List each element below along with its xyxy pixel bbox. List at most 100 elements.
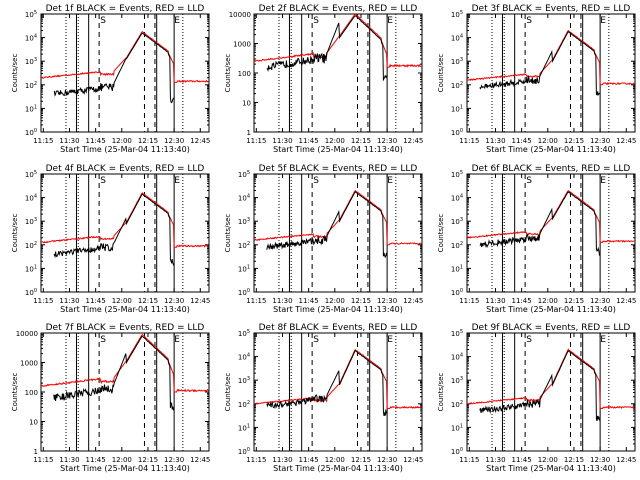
x-tick-label: 12:45 (616, 137, 636, 145)
y-tick-label: 105 (451, 170, 463, 179)
x-tick-label: 12:15 (564, 137, 584, 145)
y-tick-label: 102 (451, 241, 463, 250)
y-tick-label: 101 (451, 104, 463, 113)
panel-det-4: Det 4f BLACK = Events, RED = LLD S E 100 101… (11, 164, 210, 314)
y-tick-label: 103 (451, 57, 463, 66)
y-tick-label: 101 (238, 423, 250, 432)
annotation-e: E (387, 16, 393, 26)
x-tick-label: 12:30 (164, 297, 184, 305)
panel-title: Det 9f BLACK = Events, RED = LLD (472, 323, 631, 333)
annotation-s: S (313, 335, 319, 345)
panel-title: Det 2f BLACK = Events, RED = LLD (259, 4, 418, 14)
curves (254, 348, 422, 416)
series-events-line (266, 349, 388, 416)
y-tick-label: 101 (238, 264, 250, 273)
x-tick-label: 11:15 (246, 137, 266, 145)
x-tick-label: 12:00 (538, 297, 558, 305)
x-tick-label: 11:30 (485, 456, 505, 464)
panel-title: Det 7f BLACK = Events, RED = LLD (46, 323, 205, 333)
y-tick-label: 100 (238, 70, 251, 78)
y-tick-label: 100 (25, 128, 37, 137)
annotation-s: S (100, 176, 106, 186)
y-tick-label: 103 (25, 57, 37, 66)
annotation-s: S (313, 16, 319, 26)
x-tick-label: 11:45 (299, 456, 319, 464)
x-axis-label: Start Time (25-Mar-04 11:13:40) (273, 145, 403, 154)
x-tick-label: 12:00 (112, 137, 132, 145)
x-tick-label: 11:30 (485, 137, 505, 145)
x-tick-label: 11:30 (272, 137, 292, 145)
x-tick-label: 12:00 (325, 456, 345, 464)
x-tick-label: 11:45 (512, 297, 532, 305)
y-tick-label: 100 (238, 447, 250, 456)
x-axis-label: Start Time (25-Mar-04 11:13:40) (60, 464, 190, 473)
y-axis-label: Counts/sec (11, 373, 19, 412)
y-tick-label: 103 (451, 376, 463, 385)
x-tick-label: 12:30 (377, 137, 397, 145)
panel-det-6: Det 6f BLACK = Events, RED = LLD S E 100 101… (437, 164, 636, 314)
x-tick-label: 11:15 (459, 137, 479, 145)
y-tick-label: 104 (238, 353, 250, 362)
x-tick-label: 11:45 (512, 137, 532, 145)
series-lld-line (41, 333, 209, 393)
series-lld-line (254, 190, 422, 246)
x-axis-label: Start Time (25-Mar-04 11:13:40) (60, 305, 190, 314)
x-tick-label: 11:30 (59, 456, 79, 464)
panel-title: Det 3f BLACK = Events, RED = LLD (472, 4, 631, 14)
plot-frame (253, 173, 423, 293)
x-tick-label: 12:15 (351, 456, 371, 464)
curves (41, 192, 209, 266)
x-tick-label: 12:00 (538, 456, 558, 464)
panel-title: Det 4f BLACK = Events, RED = LLD (46, 164, 205, 174)
x-axis-label: Start Time (25-Mar-04 11:13:40) (486, 305, 616, 314)
x-tick-label: 11:45 (86, 297, 106, 305)
x-tick-label: 11:15 (459, 456, 479, 464)
y-tick-label: 101 (451, 423, 463, 432)
x-tick-label: 11:15 (33, 456, 53, 464)
y-tick-label: 105 (451, 329, 463, 338)
x-tick-label: 12:30 (590, 297, 610, 305)
x-axis-label: Start Time (25-Mar-04 11:13:40) (273, 305, 403, 314)
y-tick-label: 1 (34, 448, 38, 456)
y-axis-label: Counts/sec (224, 54, 232, 93)
x-tick-label: 12:45 (403, 297, 423, 305)
series-lld-line (467, 29, 635, 86)
x-tick-label: 12:30 (590, 137, 610, 145)
annotation-e: E (600, 16, 606, 26)
panel-title: Det 5f BLACK = Events, RED = LLD (259, 164, 418, 174)
y-tick-label: 10000 (229, 11, 251, 19)
plot-frame (466, 332, 636, 452)
x-tick-label: 12:30 (164, 456, 184, 464)
x-tick-label: 12:00 (112, 297, 132, 305)
y-axis-label: Counts/sec (11, 214, 19, 253)
annotation-e: E (387, 335, 393, 345)
y-axis-label: Counts/sec (224, 214, 232, 253)
x-tick-label: 12:00 (538, 137, 558, 145)
series-events-line (266, 190, 388, 259)
x-tick-label: 12:45 (403, 456, 423, 464)
annotation-s: S (526, 176, 532, 186)
annotation-e: E (600, 176, 606, 186)
y-axis-label: Counts/sec (437, 214, 445, 253)
x-tick-label: 11:45 (86, 456, 106, 464)
x-tick-label: 12:15 (351, 297, 371, 305)
series-lld-line (41, 192, 209, 248)
panel-det-9: Det 9f BLACK = Events, RED = LLD S E 100 101… (437, 323, 636, 473)
x-tick-label: 12:00 (325, 137, 345, 145)
panel-det-3: Det 3f BLACK = Events, RED = LLD S E 100 101… (437, 4, 636, 154)
annotation-s: S (526, 335, 532, 345)
annotation-e: E (174, 16, 180, 26)
series-events-line (479, 31, 601, 96)
x-tick-label: 11:30 (59, 137, 79, 145)
y-tick-label: 103 (238, 217, 250, 226)
annotation-e: E (174, 335, 180, 345)
x-tick-label: 11:15 (33, 297, 53, 305)
curves (41, 31, 209, 104)
curves (467, 348, 635, 422)
series-lld-line (467, 190, 635, 243)
y-tick-label: 101 (451, 264, 463, 273)
x-tick-label: 11:15 (33, 137, 53, 145)
panel-det-1: Det 1f BLACK = Events, RED = LLD S E 100 101… (11, 4, 210, 154)
annotation-s: S (313, 176, 319, 186)
y-tick-label: 1000 (20, 360, 38, 368)
